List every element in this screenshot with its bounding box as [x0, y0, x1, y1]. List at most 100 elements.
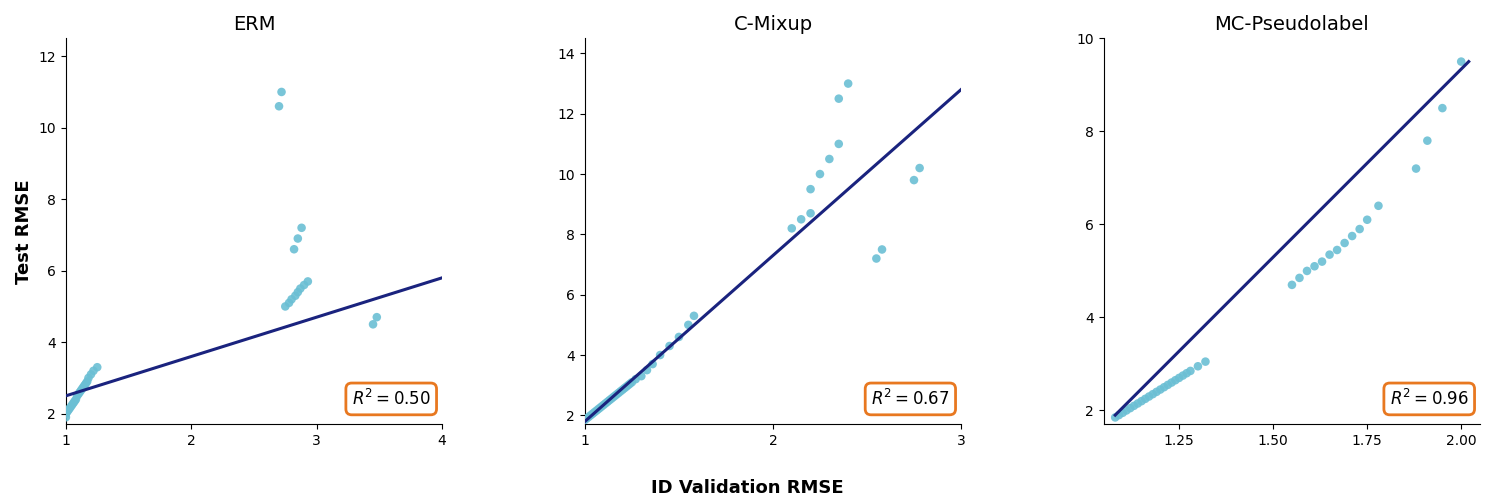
Point	[1148, 385, 1172, 393]
Point	[274, 302, 298, 310]
Point	[641, 360, 665, 368]
Point	[1153, 383, 1177, 391]
Point	[614, 383, 638, 391]
Point	[1175, 369, 1199, 377]
Point	[1118, 404, 1142, 412]
Point	[586, 405, 610, 413]
Point	[592, 401, 616, 409]
Point	[601, 393, 625, 401]
Point	[76, 374, 100, 382]
Point	[827, 140, 851, 148]
Point	[667, 333, 691, 341]
Point	[67, 388, 91, 396]
Point	[1347, 225, 1371, 233]
Point	[1431, 104, 1455, 112]
Point	[1156, 381, 1180, 389]
Point	[1416, 136, 1440, 144]
Point	[61, 399, 85, 407]
Point	[60, 401, 84, 409]
Point	[85, 363, 109, 371]
Point	[1106, 411, 1130, 419]
Point	[579, 411, 602, 419]
Point	[362, 320, 386, 328]
Point	[1310, 257, 1334, 265]
Point	[629, 372, 653, 380]
Point	[73, 381, 97, 389]
Point	[280, 295, 303, 303]
Point	[1114, 406, 1138, 414]
Point	[286, 288, 309, 296]
Point	[577, 413, 601, 421]
Point	[1340, 232, 1363, 240]
Point	[1145, 388, 1169, 396]
Title: MC-Pseudolabel: MC-Pseudolabel	[1214, 15, 1369, 34]
Point	[1141, 390, 1165, 398]
Point	[292, 281, 315, 289]
Text: $R^2 =0.96$: $R^2 =0.96$	[1390, 389, 1468, 409]
Point	[58, 402, 82, 410]
Point	[649, 351, 673, 359]
Point	[64, 395, 88, 403]
Point	[617, 379, 641, 387]
Point	[79, 371, 103, 378]
Point	[599, 395, 623, 403]
Point	[296, 277, 320, 285]
Point	[588, 404, 611, 412]
Point	[901, 176, 925, 184]
Point	[1178, 367, 1202, 375]
Point	[1354, 216, 1378, 224]
Point	[620, 378, 644, 386]
Point	[594, 399, 617, 407]
Point	[864, 254, 888, 262]
Point	[608, 387, 632, 395]
Point	[836, 80, 860, 88]
Point	[66, 390, 90, 398]
Text: $R^2 =0.50$: $R^2 =0.50$	[351, 389, 431, 409]
Point	[268, 102, 292, 110]
Point	[807, 170, 831, 178]
Point	[585, 407, 608, 415]
Point	[1302, 262, 1326, 270]
Point	[610, 386, 634, 394]
Point	[595, 398, 619, 406]
Point	[286, 235, 309, 243]
Point	[658, 342, 682, 350]
Title: ERM: ERM	[233, 15, 275, 34]
Text: $R^2 =0.67$: $R^2 =0.67$	[872, 389, 949, 409]
Point	[73, 379, 97, 387]
Point	[1280, 281, 1304, 289]
Point	[1193, 358, 1217, 366]
Point	[283, 246, 306, 253]
Point	[284, 292, 308, 300]
Point	[789, 215, 813, 223]
Point	[780, 225, 804, 233]
Point	[827, 95, 851, 103]
Point	[1160, 378, 1184, 386]
Point	[54, 410, 78, 418]
Point	[277, 299, 300, 307]
Point	[676, 321, 700, 329]
Point	[1126, 399, 1150, 407]
Point	[573, 416, 597, 424]
Point	[907, 164, 931, 172]
Point	[1332, 239, 1356, 247]
Point	[1449, 58, 1473, 66]
Point	[72, 383, 96, 391]
Point	[66, 392, 90, 400]
Point	[54, 413, 78, 421]
Point	[1103, 413, 1127, 421]
Point	[591, 402, 614, 410]
Point	[1287, 274, 1311, 282]
Point	[1404, 165, 1428, 173]
Point	[682, 312, 706, 320]
Point	[365, 313, 389, 321]
Point	[1138, 392, 1162, 400]
Point	[290, 224, 314, 232]
Point	[70, 384, 94, 392]
Point	[623, 375, 647, 383]
Point	[1317, 250, 1341, 258]
Point	[1111, 409, 1135, 417]
Point	[1163, 376, 1187, 384]
Text: ID Validation RMSE: ID Validation RMSE	[652, 479, 843, 497]
Point	[616, 381, 640, 389]
